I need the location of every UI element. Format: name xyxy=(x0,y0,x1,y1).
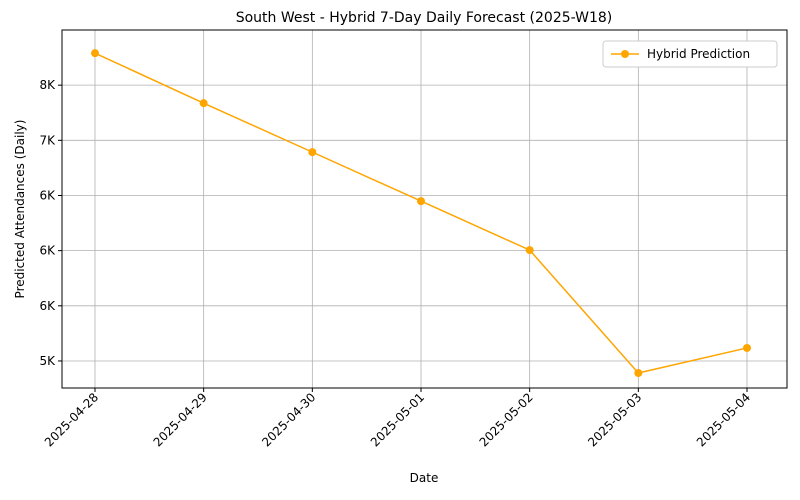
y-axis-label: Predicted Attendances (Daily) xyxy=(13,120,27,299)
x-tick-label: 2025-05-03 xyxy=(585,390,644,449)
plot-frame xyxy=(61,29,788,389)
x-tick-label: 2025-04-28 xyxy=(42,390,101,449)
y-tick-label: 6K xyxy=(39,299,56,313)
data-point xyxy=(308,148,317,157)
data-point xyxy=(417,197,425,206)
legend: Hybrid Prediction xyxy=(602,40,778,68)
y-tick-label: 6K xyxy=(39,244,56,258)
x-tick-label: 2025-05-01 xyxy=(368,390,427,449)
data-point xyxy=(634,368,643,377)
x-tick-label: 2025-04-30 xyxy=(259,390,318,449)
x-tick-label: 2025-05-04 xyxy=(694,390,753,449)
y-tick-label: 6K xyxy=(39,188,56,202)
y-tick-label: 8K xyxy=(39,78,56,92)
x-tick-label: 2025-04-29 xyxy=(151,390,210,449)
data-point xyxy=(525,246,534,255)
y-tick-label: 5K xyxy=(39,354,56,368)
data-point xyxy=(743,343,751,352)
x-axis-label: Date xyxy=(410,471,439,485)
legend-box xyxy=(602,40,778,68)
legend-marker xyxy=(621,50,629,58)
data-point xyxy=(91,49,99,58)
x-tick-label: 2025-05-02 xyxy=(477,390,536,449)
chart-title: South West - Hybrid 7-Day Daily Forecast… xyxy=(236,10,613,26)
legend-label: Hybrid Prediction xyxy=(647,47,750,61)
y-tick-label: 7K xyxy=(39,133,56,147)
data-point xyxy=(199,99,208,108)
